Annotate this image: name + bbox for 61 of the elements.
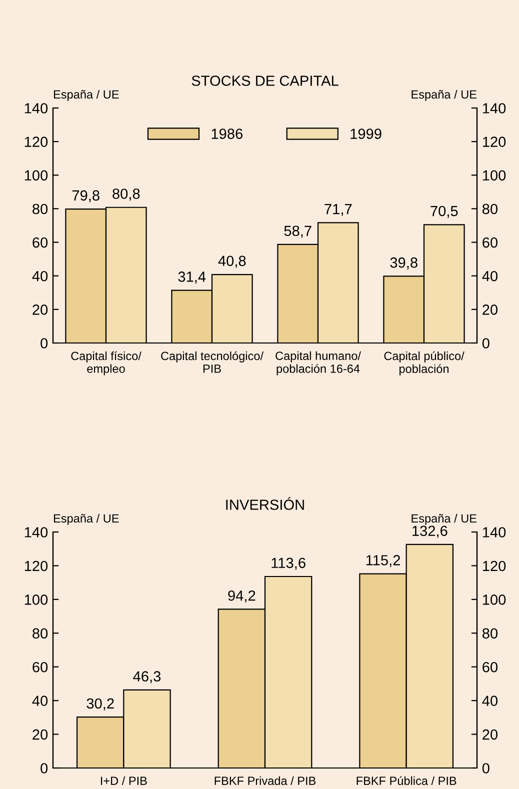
y-tick-label: 0	[40, 338, 48, 348]
data-label: 39,8	[390, 257, 418, 270]
x-tick-label: Capital físico/ empleo	[71, 351, 142, 376]
y-tick-label: 60	[32, 662, 48, 672]
y2-tick-label: 60	[482, 662, 498, 672]
y2-tick-label: 100	[482, 594, 506, 605]
data-label: 70,5	[430, 206, 458, 218]
y-tick-label: 20	[32, 304, 48, 315]
y2-tick-label: 80	[482, 204, 498, 214]
chart-title: STOCKS DE CAPITAL	[192, 76, 338, 86]
y2-tick-label: 20	[482, 729, 498, 740]
y-tick-label: 120	[24, 136, 48, 147]
data-label: 94,2	[228, 590, 256, 602]
legend-label: 1999	[350, 128, 382, 139]
legend-label: 1986	[212, 128, 242, 139]
y-tick-label: 0	[40, 763, 48, 774]
data-label: 71,7	[324, 204, 352, 216]
y2-tick-label: 40	[482, 696, 498, 706]
y-tick-label: 100	[24, 170, 48, 181]
y-tick-label: 60	[32, 237, 48, 248]
y-tick-label: 100	[24, 594, 48, 605]
y2-tick-label: 100	[482, 170, 506, 181]
x-tick-label: Capital tecnológico/ PIB	[161, 351, 264, 373]
y-tick-label: 140	[24, 527, 48, 538]
x-tick-label: Capital público/ población	[384, 351, 464, 376]
y2-tick-label: 20	[482, 304, 498, 315]
y-axis-title: España / UE	[54, 514, 119, 525]
y2-tick-label: 60	[482, 237, 498, 248]
chart-title: INVERSIÓN	[226, 497, 304, 510]
data-label: 46,3	[133, 671, 161, 684]
y2-tick-label: 40	[482, 270, 498, 282]
x-tick-label: I+D / PIB	[100, 776, 147, 786]
y2-tick-label: 120	[482, 560, 506, 572]
y-tick-label: 40	[32, 270, 48, 282]
y2-axis-title: España / UE	[412, 514, 476, 525]
y-tick-label: 40	[32, 696, 48, 706]
y2-tick-label: 140	[482, 103, 506, 114]
data-label: 132,6	[412, 526, 448, 538]
data-label: 30,2	[86, 698, 114, 710]
y2-tick-label: 80	[482, 628, 498, 639]
y2-tick-label: 0	[482, 338, 490, 348]
y-tick-label: 140	[24, 103, 48, 114]
data-label: 115,2	[366, 555, 400, 568]
y-tick-label: 20	[32, 729, 48, 740]
y-tick-label: 80	[32, 204, 48, 214]
y2-axis-title: España / UE	[412, 90, 476, 101]
data-label: 113,6	[272, 558, 306, 570]
y-tick-label: 80	[32, 628, 48, 639]
y2-tick-label: 0	[482, 763, 490, 774]
data-label: 79,8	[72, 190, 100, 202]
x-tick-label: Capital humano/ población 16-64	[276, 351, 361, 376]
y2-tick-label: 120	[482, 136, 506, 147]
y-tick-label: 120	[24, 560, 48, 572]
data-label: 40,8	[218, 256, 246, 268]
y-axis-title: España / UE	[54, 90, 119, 101]
x-tick-label: FBKF Privada / PIB	[214, 776, 316, 786]
data-label: 58,7	[284, 226, 312, 238]
data-label: 80,8	[112, 188, 140, 201]
x-tick-label: FBKF Pública / PIB	[356, 776, 456, 786]
y2-tick-label: 140	[482, 527, 506, 538]
data-label: 31,4	[178, 272, 206, 284]
